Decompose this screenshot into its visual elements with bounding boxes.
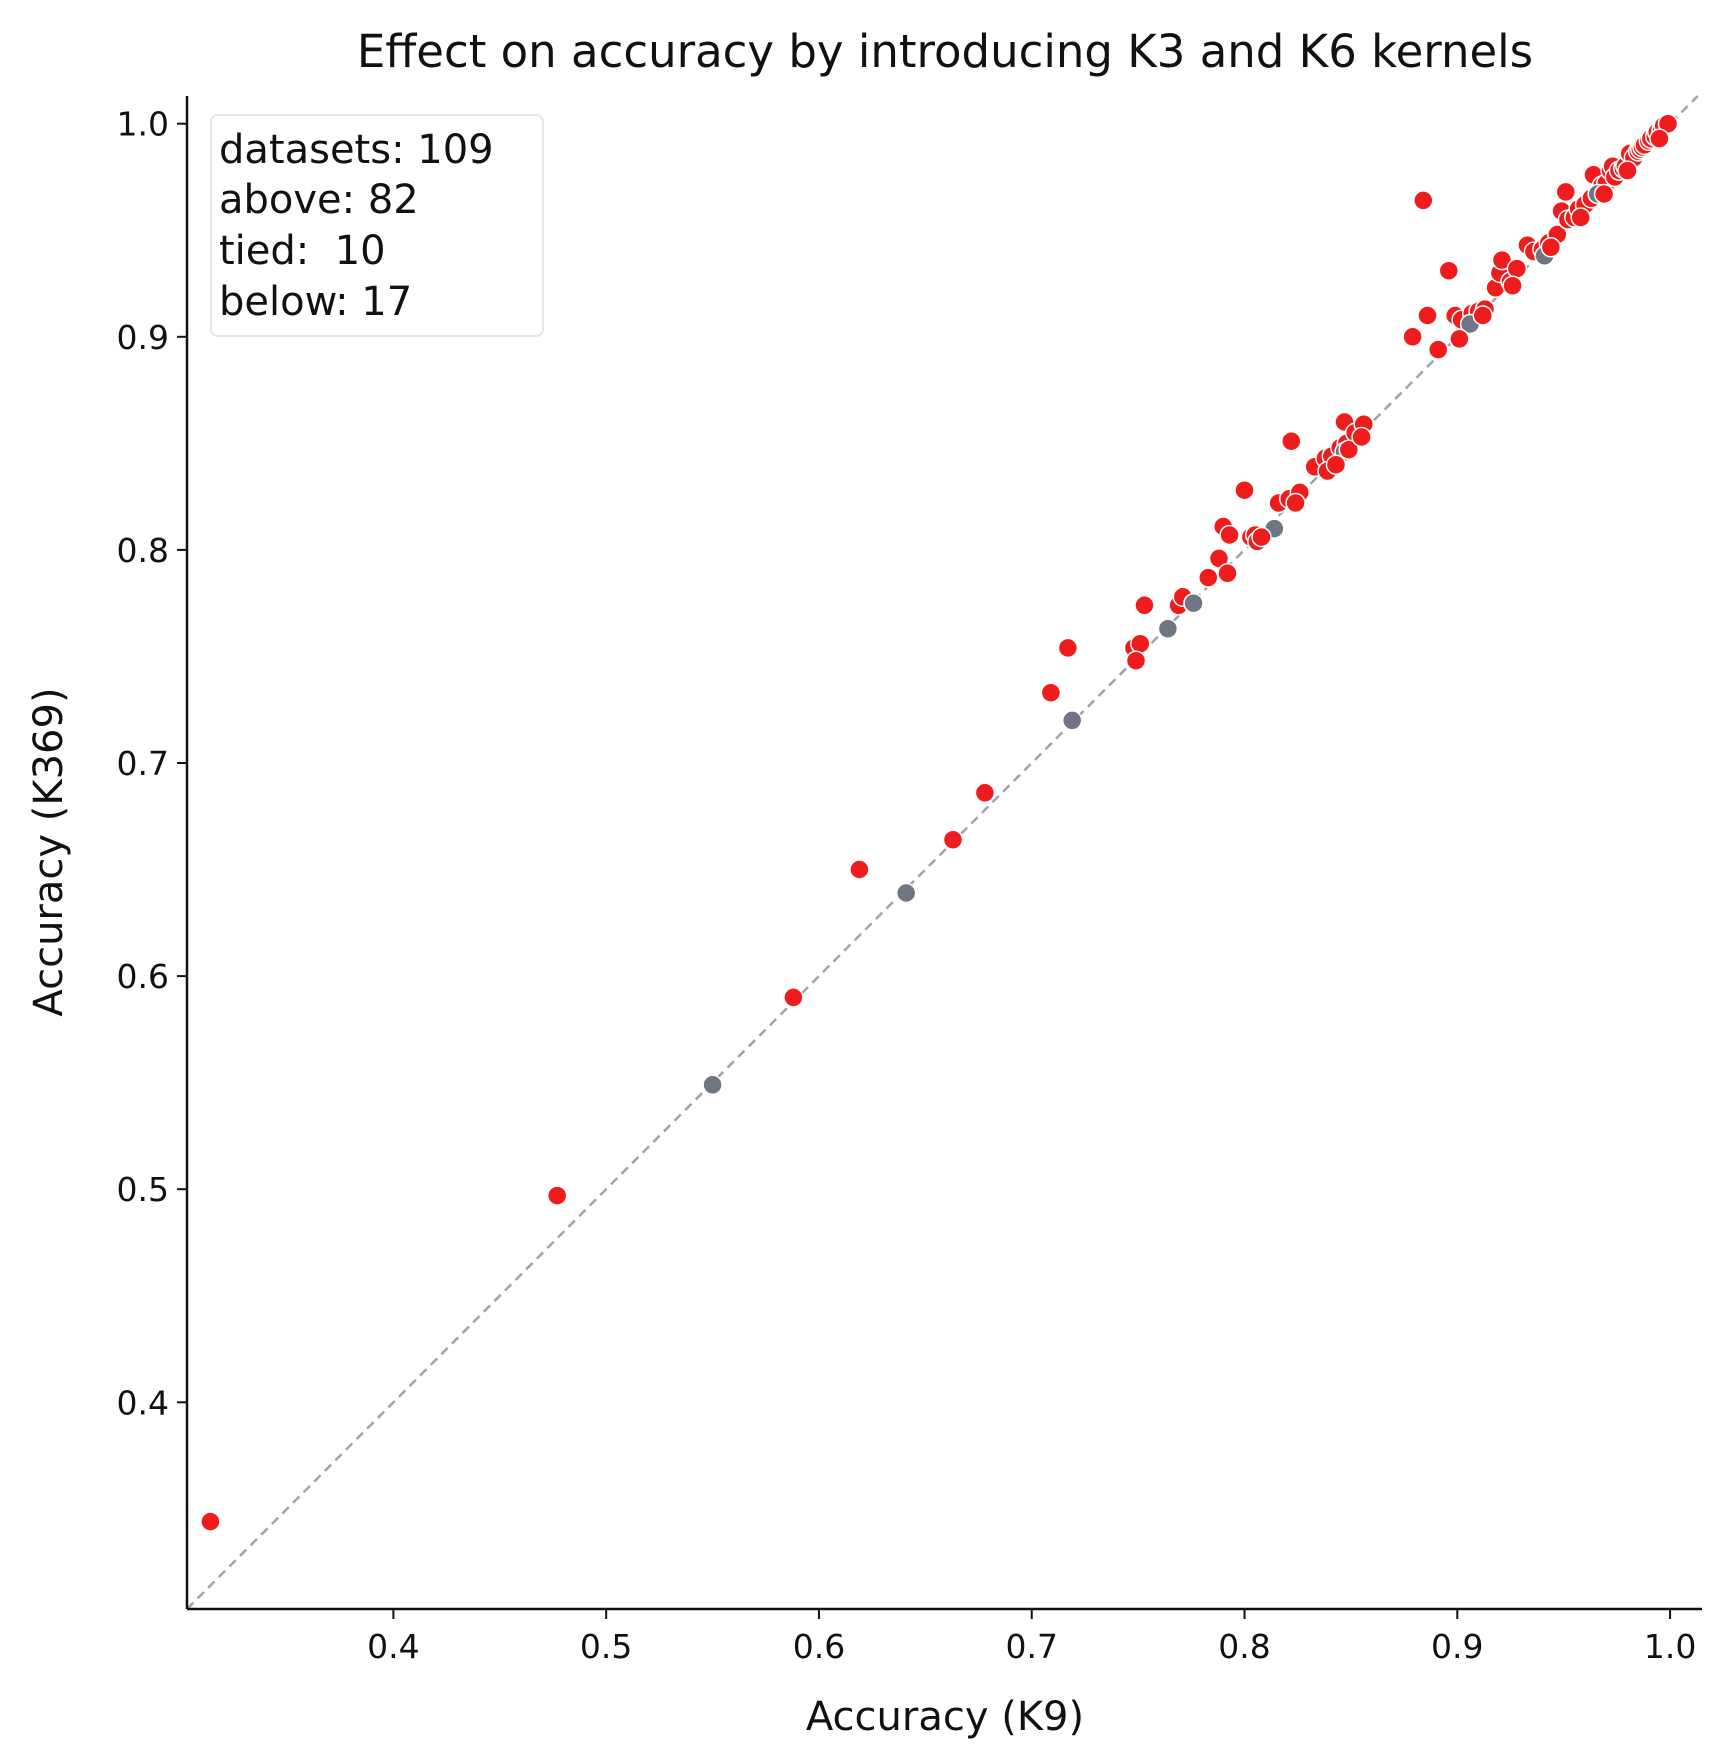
data-point-below [1570, 207, 1591, 228]
data-point-tied [1061, 710, 1083, 731]
y-tick-label: 0.6 [117, 957, 169, 996]
x-axis-ticks: 0.4 0.5 0.6 0.7 0.8 0.9 1.0 [367, 1609, 1696, 1666]
data-point-below [1540, 237, 1562, 258]
data-point-above [1438, 260, 1460, 281]
data-point-below [1338, 439, 1360, 460]
data-point-above [942, 829, 964, 850]
data-point-above [1413, 190, 1434, 211]
y-tick-label: 0.9 [117, 318, 169, 357]
data-point-below [1251, 526, 1272, 548]
x-tick-label: 0.9 [1431, 1627, 1483, 1666]
y-tick-label: 1.0 [117, 105, 169, 144]
stats-below: below: 17 [219, 279, 413, 325]
data-point-below [1593, 183, 1615, 205]
y-tick-label: 0.7 [117, 744, 169, 783]
data-point-below [1649, 128, 1670, 149]
data-point-above [1057, 637, 1079, 659]
x-tick-label: 0.4 [367, 1627, 419, 1666]
data-point-below [1472, 305, 1494, 326]
y-tick-label: 0.5 [117, 1170, 169, 1209]
data-point-tied [1183, 592, 1204, 614]
y-tick-label: 0.8 [117, 531, 169, 570]
data-point-above [1040, 682, 1062, 703]
data-point-above [1402, 326, 1423, 348]
data-point-above [1506, 258, 1528, 279]
data-point-above [1234, 479, 1255, 501]
data-point-above [1219, 524, 1240, 546]
data-point-tied [1157, 618, 1179, 639]
data-point-above [200, 1511, 221, 1532]
data-point-above [1130, 633, 1151, 654]
y-tick-label: 0.4 [117, 1383, 169, 1422]
data-point-above [1134, 595, 1155, 616]
data-point-below [1502, 275, 1523, 296]
data-point-tied [895, 882, 917, 904]
data-point-above [1281, 430, 1302, 452]
data-point-above [1198, 567, 1219, 588]
data-point-above [1555, 181, 1577, 203]
x-tick-label: 0.6 [793, 1627, 845, 1666]
data-point-above [783, 987, 804, 1008]
stats-above: above: 82 [219, 177, 419, 223]
data-point-below [1285, 492, 1306, 514]
data-point-below [1617, 160, 1638, 181]
plot-area [186, 95, 1699, 1610]
data-point-below [1217, 563, 1238, 584]
x-tick-label: 0.7 [1005, 1627, 1057, 1666]
chart-title: Effect on accuracy by introducing K3 and… [357, 25, 1533, 78]
y-axis-ticks: 0.4 0.5 0.6 0.7 0.8 0.9 1.0 [117, 105, 187, 1422]
data-point-tied [702, 1074, 723, 1096]
data-point-above [974, 782, 996, 804]
stats-legend [210, 114, 544, 337]
data-point-below [1449, 328, 1470, 350]
x-tick-label: 1.0 [1644, 1627, 1696, 1666]
data-point-below [1125, 650, 1147, 671]
x-tick-label: 0.5 [580, 1627, 632, 1666]
diagonal-reference-line [186, 95, 1699, 1610]
data-point-below [1351, 426, 1372, 448]
data-point-above [1417, 305, 1438, 326]
stats-datasets: datasets: 109 [219, 127, 494, 173]
y-axis-label: Accuracy (K369) [26, 687, 72, 1016]
data-point-below [1325, 454, 1347, 475]
data-point-above [849, 859, 870, 880]
data-point-above [546, 1185, 568, 1206]
stats-tied: tied: 10 [219, 228, 386, 274]
x-axis-label: Accuracy (K9) [806, 1694, 1084, 1740]
data-point-above [1427, 339, 1449, 360]
x-tick-label: 0.8 [1218, 1627, 1270, 1666]
